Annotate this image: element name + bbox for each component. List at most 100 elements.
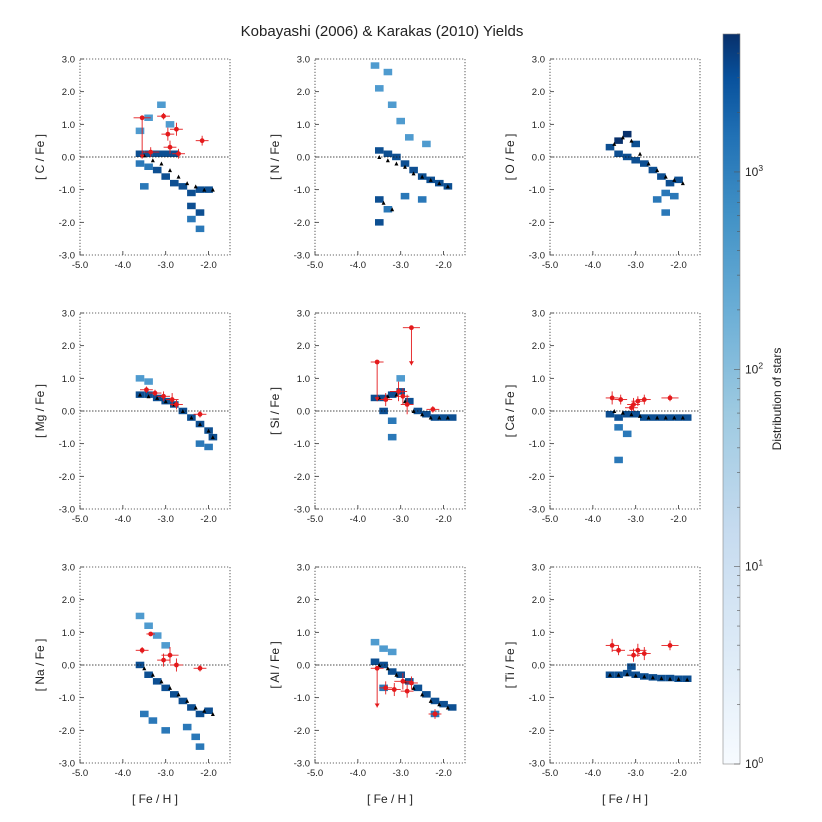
model-point [146, 394, 151, 399]
density-cell [387, 433, 397, 441]
y-tick-label: -3.0 [529, 251, 545, 262]
x-tick-label: -3.0 [628, 260, 644, 271]
y-tick-label: -3.0 [59, 251, 75, 262]
density-cell [622, 411, 632, 418]
density-cell [422, 411, 431, 418]
limit-arrow-head [374, 703, 380, 708]
observation-marker [144, 387, 149, 393]
y-tick-label: 0.0 [62, 407, 75, 418]
x-tick-label: -3.0 [628, 768, 644, 779]
density-cell [187, 215, 196, 223]
y-tick-label: 2.0 [532, 341, 545, 352]
density-cell [627, 663, 636, 670]
model-point [445, 705, 450, 710]
colorbar-tick-label: 103 [745, 163, 763, 179]
y-tick-label: -1.0 [294, 439, 310, 450]
density-cell [165, 121, 175, 128]
observation-point [140, 386, 153, 394]
model-point [176, 692, 181, 697]
x-tick-label: -5.0 [307, 514, 323, 525]
density-cell [161, 150, 170, 157]
observation-marker [161, 393, 166, 399]
density-cell [422, 691, 431, 698]
y-tick-label: 2.0 [62, 87, 75, 98]
model-point [638, 151, 642, 156]
observation-marker [641, 651, 647, 656]
model-point [206, 428, 211, 433]
observation-marker [176, 151, 181, 157]
y-axis-label: [ Si / Fe ] [268, 387, 282, 435]
y-tick-label: 3.0 [62, 563, 75, 574]
observation-point [193, 411, 207, 418]
density-cell [614, 137, 623, 144]
model-point [685, 677, 690, 682]
observation-point [387, 682, 401, 697]
model-point [159, 161, 164, 166]
model-point [202, 187, 207, 192]
observation-point [428, 709, 442, 719]
observation-point [379, 681, 393, 695]
model-point [411, 171, 416, 176]
y-tick-label: -2.0 [59, 218, 75, 229]
y-tick-label: -1.0 [294, 693, 310, 704]
y-tick-label: 3.0 [62, 309, 75, 320]
density-cell [195, 743, 205, 750]
model-point [612, 409, 617, 413]
density-cell [622, 130, 632, 138]
observation-point [157, 112, 170, 120]
density-cell [648, 414, 658, 421]
observation-point [631, 396, 645, 407]
observation-marker [432, 711, 438, 717]
y-tick-label: 0.0 [532, 407, 545, 418]
density-cell [648, 166, 658, 174]
density-cell [439, 414, 448, 421]
density-cell [144, 671, 153, 678]
x-tick-label: -4.0 [585, 768, 601, 779]
density-cell [661, 209, 670, 216]
density-cell [135, 160, 145, 167]
colorbar-tick-label: 100 [745, 755, 763, 771]
observation-point [612, 645, 625, 656]
model-point [655, 168, 660, 173]
observation-marker [165, 131, 171, 137]
model-point [420, 412, 425, 417]
model-point [659, 676, 664, 681]
y-tick-label: 2.0 [532, 595, 545, 606]
density-cell [674, 176, 683, 184]
y-tick-label: 3.0 [297, 309, 310, 320]
density-cell [422, 140, 431, 148]
chart-panel-2: -3.0 -2.0 -1.0 0.0 1.0 2.0 3.0 -5.0 -4.0 -3.0 -2.0… [268, 55, 466, 271]
model-point [385, 394, 390, 399]
observation-marker [174, 402, 179, 407]
density-cell [157, 101, 166, 108]
model-point [655, 415, 660, 420]
y-tick-label: 2.0 [62, 595, 75, 606]
y-tick-label: -1.0 [59, 439, 75, 450]
model-point [445, 184, 450, 189]
y-tick-label: -3.0 [294, 251, 310, 262]
y-tick-label: 0.0 [532, 153, 545, 164]
density-cell [170, 179, 179, 187]
y-tick-label: 2.0 [297, 595, 310, 606]
x-tick-label: -3.0 [628, 514, 644, 525]
model-point [385, 666, 390, 671]
y-axis-label: [ Ca / Fe ] [503, 385, 517, 438]
density-cell [430, 697, 440, 705]
density-cell [204, 707, 213, 714]
model-point [180, 409, 185, 413]
observation-marker [391, 687, 397, 692]
density-cell [396, 375, 405, 382]
density-cell [152, 678, 162, 685]
x-tick-label: -2.0 [200, 768, 216, 779]
y-tick-label: 3.0 [297, 55, 310, 66]
y-tick-label: 1.0 [62, 374, 75, 385]
observation-marker [383, 397, 389, 402]
observation-point [165, 393, 179, 407]
model-point [437, 702, 442, 707]
observation-marker [409, 325, 414, 331]
chart-panel-8: -3.0 -2.0 -1.0 0.0 1.0 2.0 3.0 -5.0 -4.0 -3.0 -2.0… [268, 563, 466, 806]
observation-point [661, 394, 679, 402]
model-point [642, 674, 647, 679]
density-cell [665, 179, 675, 187]
density-cell [670, 192, 679, 200]
